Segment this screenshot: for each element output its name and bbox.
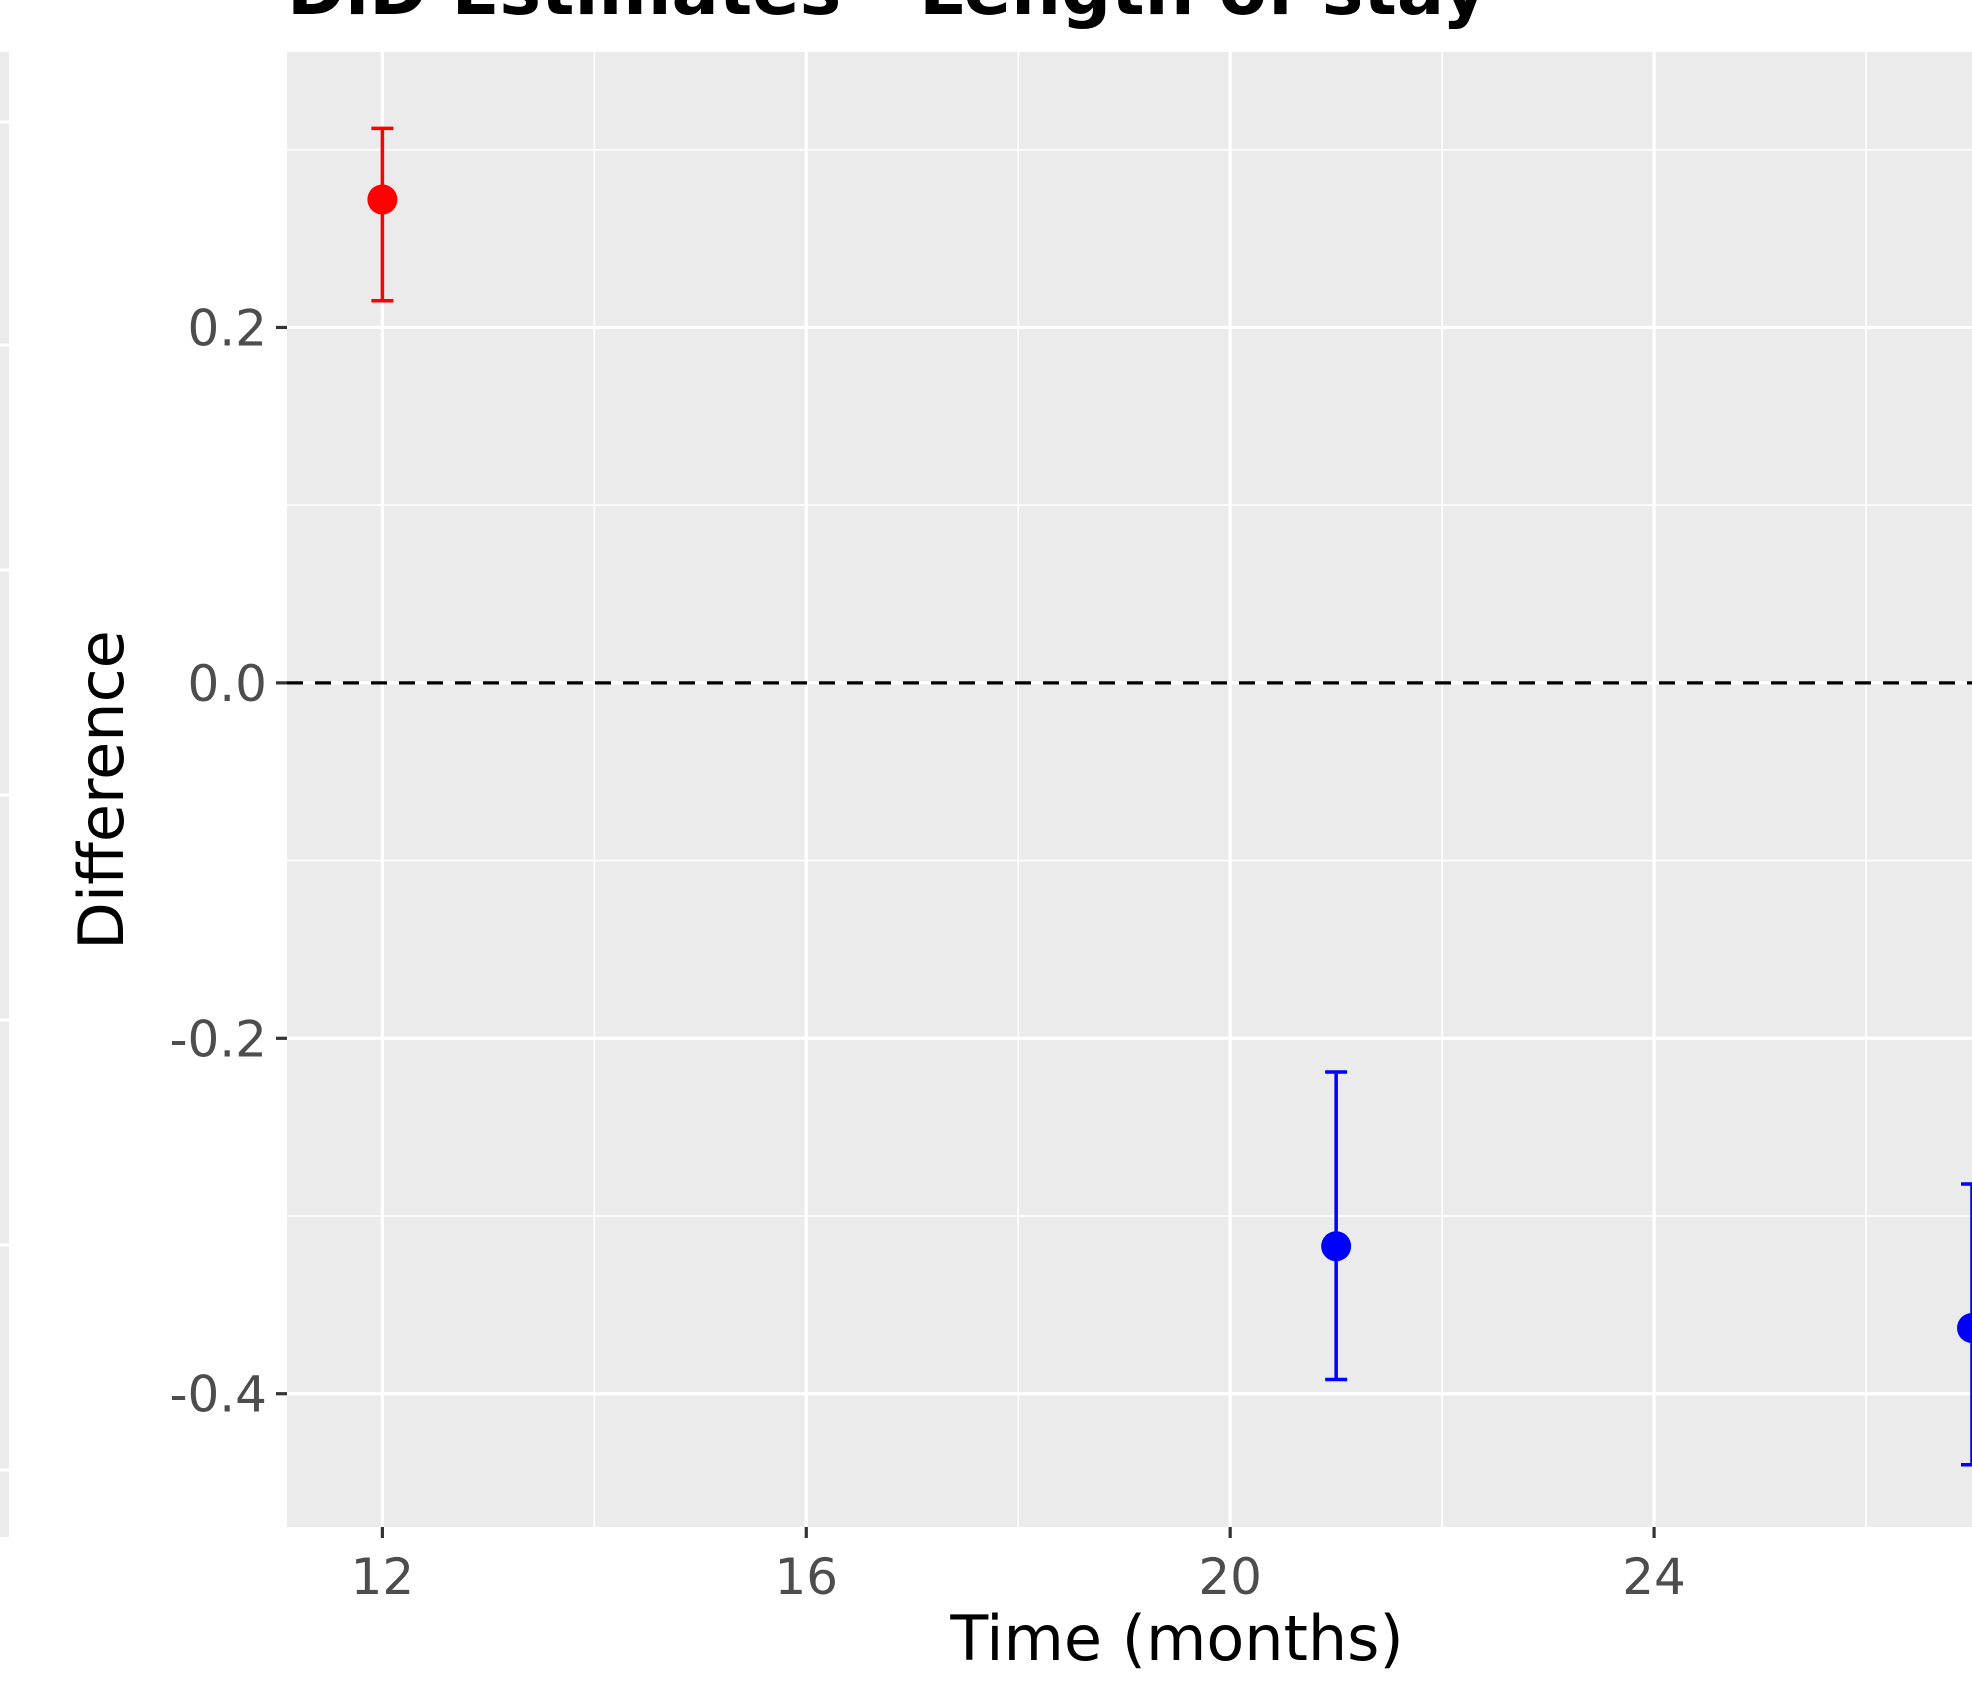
y-tick-label: -0.4 [169,1366,267,1424]
x-axis: 12 16 20 24 [351,1527,1686,1606]
chart-title: DiD Estimates - Length of stay [287,0,1488,31]
point-group [1957,1182,1972,1467]
y-tick-label: 0.2 [187,299,267,357]
data-point [1321,1231,1352,1262]
data-point [367,184,398,215]
x-tick-label: 24 [1622,1548,1686,1606]
y-axis: 0.2 0.0 -0.2 -0.4 [169,299,287,1424]
x-tick-label: 12 [351,1548,415,1606]
point-group [367,126,398,303]
minor-gridlines [287,52,1972,1527]
x-tick-label: 20 [1198,1548,1262,1606]
y-axis-title: Difference [65,630,138,950]
x-axis-title: Time (months) [949,1602,1403,1675]
y-tick-label: 0.0 [187,655,267,713]
data-marks [367,126,1972,1467]
x-tick-label: 16 [774,1548,838,1606]
point-group [1321,1070,1352,1382]
left-strip-gridlines [0,120,9,1472]
plot-panel [287,52,1972,1527]
data-point [1957,1312,1972,1343]
y-tick-label: -0.2 [169,1010,267,1068]
